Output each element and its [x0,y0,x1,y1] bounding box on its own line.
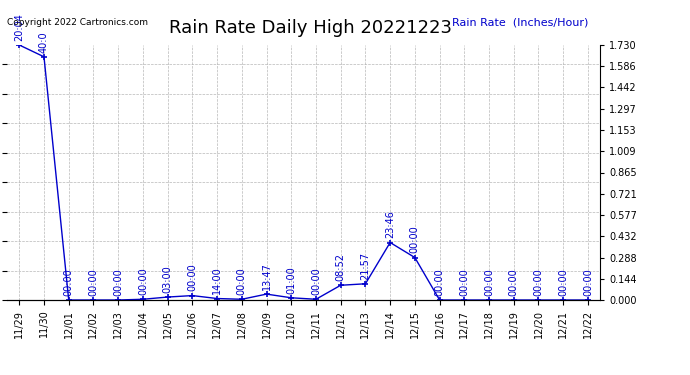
Text: 00:00: 00:00 [188,264,197,291]
Text: 00:00: 00:00 [113,268,123,296]
Text: 21:57: 21:57 [360,252,371,280]
Text: Rain Rate  (Inches/Hour): Rain Rate (Inches/Hour) [452,17,589,27]
Text: 40:0: 40:0 [39,31,49,52]
Text: 20:04: 20:04 [14,13,24,41]
Text: 14:00: 14:00 [212,267,222,294]
Text: 00:00: 00:00 [484,268,494,296]
Text: Copyright 2022 Cartronics.com: Copyright 2022 Cartronics.com [7,18,148,27]
Text: 00:00: 00:00 [88,268,99,296]
Text: 00:00: 00:00 [311,267,321,295]
Text: 00:00: 00:00 [533,268,544,296]
Text: 00:00: 00:00 [558,268,568,296]
Text: 00:00: 00:00 [138,267,148,295]
Text: 23:46: 23:46 [385,210,395,238]
Text: 00:00: 00:00 [509,268,519,296]
Text: 00:00: 00:00 [583,268,593,296]
Text: 13:47: 13:47 [262,262,271,290]
Text: 00:00: 00:00 [410,226,420,254]
Text: Rain Rate Daily High 20221223: Rain Rate Daily High 20221223 [169,19,452,37]
Text: 00:00: 00:00 [435,268,444,296]
Text: 00:00: 00:00 [237,267,247,295]
Text: 00:00: 00:00 [63,268,74,296]
Text: 08:52: 08:52 [336,253,346,281]
Text: 01:00: 01:00 [286,266,296,294]
Text: 03:00: 03:00 [163,265,172,293]
Text: 00:00: 00:00 [460,268,469,296]
